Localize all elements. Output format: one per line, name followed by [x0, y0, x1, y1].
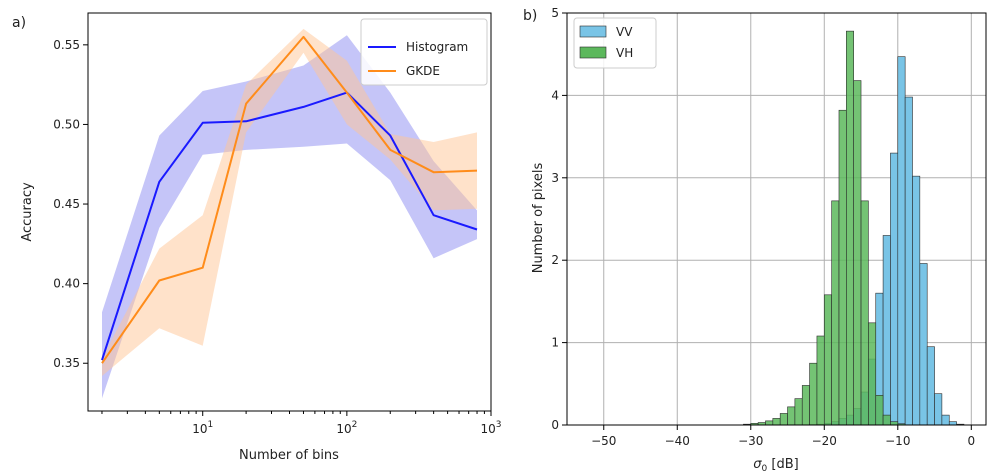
- panel-a-legend: Histogram GKDE: [360, 18, 488, 86]
- panel-a-y-axis-label: Accuracy: [20, 182, 35, 242]
- histogram-bar-vh: [823, 294, 832, 426]
- histogram-bar-vh: [853, 80, 862, 426]
- panel-b-y-ticks: 0 1 2 3 4 5: [551, 6, 567, 432]
- legend-label-vv: VV: [616, 25, 633, 39]
- panel-a-y-ticks: 0.35 0.40 0.45 0.50 0.55: [53, 38, 88, 370]
- y-tick-label: 0.45: [53, 197, 80, 211]
- histogram-bar-vh: [787, 406, 796, 426]
- y-tick-label: 0: [551, 418, 559, 432]
- y-tick-label: 0.55: [53, 38, 80, 52]
- x-tick-label: 0: [967, 434, 975, 448]
- x-tick-label: −50: [591, 434, 616, 448]
- histogram-bar-vv: [882, 235, 891, 426]
- x-tick-label: 101: [192, 420, 213, 436]
- x-unit: [dB]: [767, 457, 798, 472]
- y-tick-label: 0.40: [53, 277, 80, 291]
- confidence-band-histogram: [102, 35, 477, 399]
- histogram-bar-vh: [868, 322, 877, 426]
- histogram-bar-vv: [890, 152, 899, 426]
- x-tick-base: 10: [480, 422, 495, 436]
- series-line-gkde: [101, 35, 478, 364]
- panel-a-label: a): [12, 15, 26, 31]
- histogram-bar-vh: [772, 418, 781, 426]
- panel-b-label: b): [523, 8, 537, 24]
- x-tick-label: −30: [738, 434, 763, 448]
- histogram-bar-vh: [838, 109, 847, 426]
- x-tick-base: 10: [336, 422, 351, 436]
- x-tick-label: 103: [480, 420, 501, 436]
- panel-a-lines: [101, 35, 478, 364]
- histogram-bar-vh: [846, 30, 854, 426]
- y-tick-label: 4: [551, 88, 559, 102]
- histogram-bar-vv: [904, 96, 913, 426]
- histogram-bar-vh: [779, 413, 788, 426]
- x-tick-label: −10: [885, 434, 910, 448]
- histogram-bar-vv: [926, 346, 935, 426]
- panel-a: a) 101 102 103 0.350.400.450.500.55 Number…: [12, 12, 502, 463]
- histogram-bar-vv: [941, 414, 950, 426]
- panel-a-x-ticks: 101 102 103: [101, 411, 502, 436]
- legend-label-histogram: Histogram: [406, 40, 468, 54]
- legend-box: [573, 17, 657, 69]
- histogram-bar-vv: [897, 56, 906, 426]
- histogram-bar-vv: [919, 263, 928, 426]
- histogram-bar-vh: [809, 362, 818, 426]
- histogram-bar-vh: [882, 414, 891, 426]
- y-tick-label: 1: [551, 336, 559, 350]
- confidence-band-gkde: [102, 28, 477, 377]
- histogram-bar-vh: [801, 385, 810, 426]
- panel-b-legend: VV VH: [573, 17, 657, 69]
- sigma-subscript: 0: [762, 464, 768, 473]
- legend-box: [360, 18, 488, 86]
- panel-a-x-axis-label: Number of bins: [239, 448, 339, 463]
- histogram-bar-vh: [794, 398, 803, 426]
- panel-a-bands: [102, 28, 477, 399]
- histogram-bar-vh: [860, 200, 869, 426]
- x-tick-exponent: 3: [496, 420, 502, 430]
- y-tick-label: 0.35: [53, 356, 80, 370]
- legend-label-gkde: GKDE: [406, 64, 440, 78]
- panel-b-frame: [566, 12, 987, 426]
- legend-swatch-vh: [579, 46, 607, 59]
- y-tick-label: 2: [551, 253, 559, 267]
- histogram-bar-vh: [875, 395, 884, 426]
- y-tick-label: 0.50: [53, 117, 80, 131]
- legend-label-vh: VH: [616, 46, 633, 60]
- histogram-bar-vh: [831, 200, 840, 426]
- panel-b-y-axis-label: Number of pixels: [531, 162, 546, 273]
- x-tick-label: −40: [665, 434, 690, 448]
- y-tick-label: 5: [551, 6, 559, 20]
- histogram-bar-vv: [934, 393, 943, 426]
- y-tick-label: 3: [551, 171, 559, 185]
- sigma-symbol: σ: [753, 457, 762, 472]
- x-tick-label: −20: [812, 434, 837, 448]
- x-tick-exponent: 1: [207, 420, 213, 430]
- legend-swatch-vv: [579, 25, 607, 38]
- histogram-bar-vh: [765, 420, 774, 426]
- x-tick-exponent: 2: [352, 420, 358, 430]
- panel-b-x-ticks: −50 −40 −30 −20 −10 0: [591, 425, 975, 448]
- series-line-histogram: [101, 91, 478, 361]
- panel-b-x-axis-label: σ0 [dB]: [753, 457, 798, 473]
- x-tick-base: 10: [192, 422, 207, 436]
- histogram-bar-vv: [912, 175, 921, 426]
- panel-b-bars: [743, 30, 965, 426]
- histogram-bar-vh: [816, 335, 825, 426]
- x-tick-label: 102: [336, 420, 357, 436]
